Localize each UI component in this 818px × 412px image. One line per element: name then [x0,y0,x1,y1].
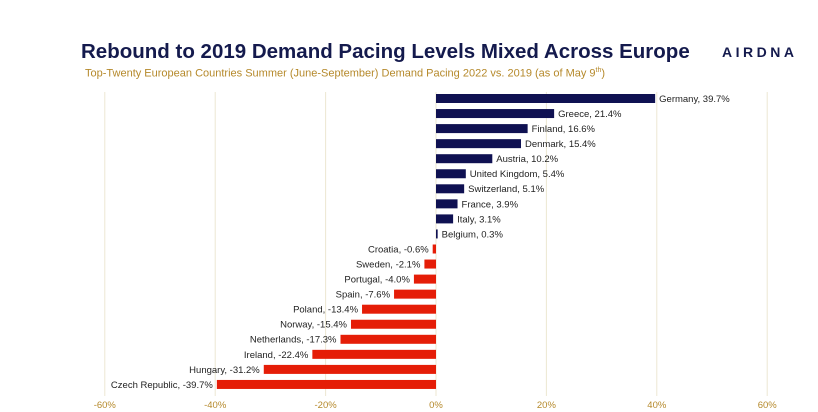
bar-label: Denmark, 15.4% [525,139,596,150]
x-tick-label: 20% [537,400,557,411]
bar [436,214,454,224]
bar-label: Belgium, 0.3% [442,229,504,240]
bar-label: Finland, 16.6% [532,124,596,135]
bar-label: Portugal, -4.0% [344,275,410,286]
x-tick-label: 40% [647,400,667,411]
bar-label: Croatia, -0.6% [368,244,429,255]
bar [436,94,656,103]
x-tick-label: 0% [429,400,443,411]
bar-label: Austria, 10.2% [496,154,558,165]
bar-labels: Germany, 39.7% Greece, 21.4% Finland, 16.6… [111,94,730,391]
bar [362,304,436,314]
bar-label: Italy, 3.1% [457,214,501,225]
bar [340,334,436,344]
bar [413,274,436,284]
x-tick-label: -60% [94,400,117,411]
bar [394,289,436,299]
bar-label: Spain, -7.6% [336,290,391,301]
bar [350,319,436,329]
bar [436,154,493,164]
bar-label: Switzerland, 5.1% [468,184,545,195]
bar-label: Czech Republic, -39.7% [111,380,213,391]
bar-label: Greece, 21.4% [558,109,622,120]
bar-label: Sweden, -2.1% [356,259,421,270]
subtitle-close: ) [601,67,606,80]
bar [263,364,436,374]
bar-label: Ireland, -22.4% [244,350,309,361]
bar [436,124,528,134]
chart-title: Rebound to 2019 Demand Pacing Levels Mix… [81,40,690,63]
bar [436,184,465,194]
subtitle-text: Top-Twenty European Countries Summer (Ju… [85,67,596,80]
bar [312,349,436,359]
bar [424,259,436,269]
bar [436,169,466,179]
bar-label: Hungary, -31.2% [189,365,260,376]
x-axis-ticks: -60% -40% -20% 0% 20% 40% 60% [94,400,778,411]
x-tick-label: -40% [204,400,227,411]
bar-label: United Kingdom, 5.4% [470,169,565,180]
bar [436,199,458,209]
bar-label: Netherlands, -17.3% [250,335,337,346]
subtitle-superscript: th [595,67,602,74]
bar [436,229,438,239]
x-tick-label: 60% [758,400,778,411]
bar [432,244,436,254]
bars [216,94,656,389]
bar-label: Poland, -13.4% [293,305,359,316]
chart-subtitle: Top-Twenty European Countries Summer (Ju… [85,67,605,80]
bar [436,139,522,149]
x-tick-label: -20% [315,400,338,411]
bar [216,379,436,389]
bar-label: France, 3.9% [462,199,519,210]
bar [436,109,555,119]
airdna-logo: AIRDNA [722,44,798,60]
bar-label: Germany, 39.7% [659,94,730,105]
bar-label: Norway, -15.4% [280,320,347,331]
